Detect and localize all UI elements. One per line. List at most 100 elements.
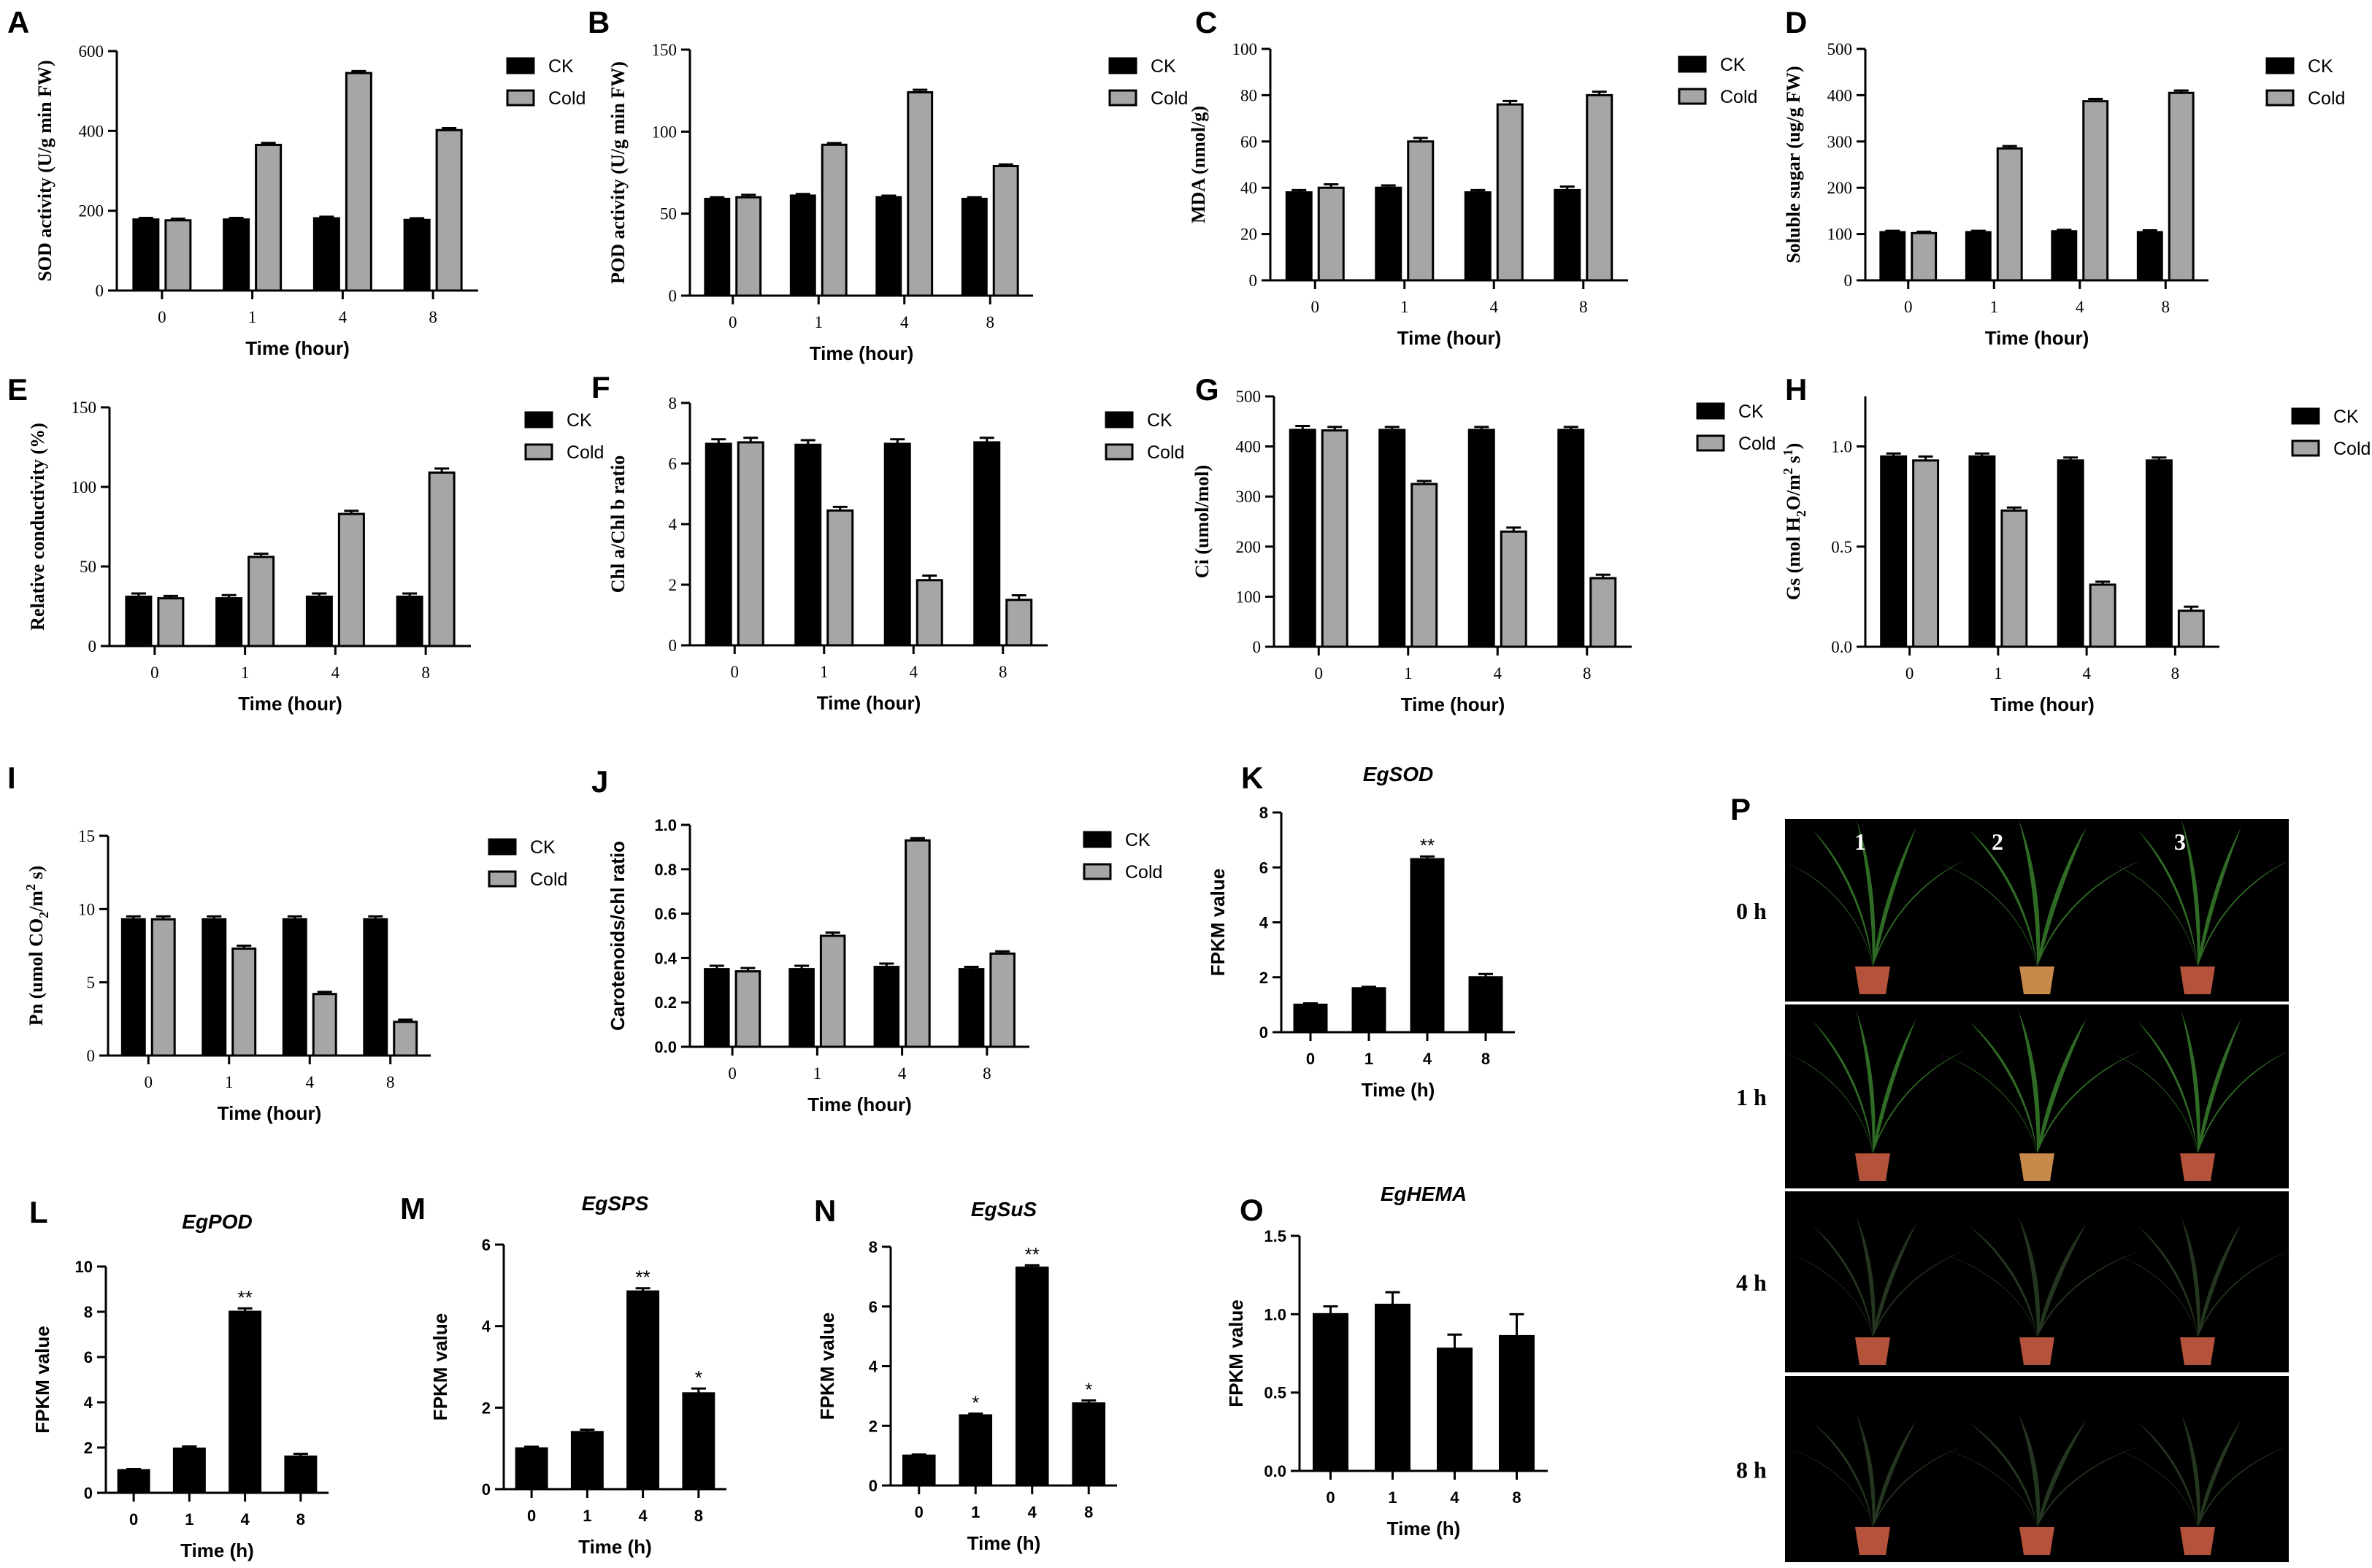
y-tick-label: 0 (1259, 1023, 1268, 1042)
bar-o-value-8 (1499, 1334, 1535, 1472)
time-label: 8 h (1736, 1457, 1767, 1483)
x-tick-label: 4 (2076, 298, 2084, 316)
x-tick-label: 4 (306, 1073, 315, 1091)
bar-b-cold-8 (992, 165, 1019, 297)
x-tick-label: 1 (813, 1064, 822, 1083)
bar-j-ck-4 (873, 966, 900, 1048)
bar-k-value-1 (1351, 987, 1386, 1034)
y-tick-label: 0 (87, 1047, 96, 1065)
y-axis-label: Pn (umol CO2/m2 s) (23, 866, 51, 1026)
legend-label-cold: Cold (1125, 862, 1162, 883)
bar-o-value-0 (1313, 1313, 1348, 1472)
bar-a-cold-0 (164, 219, 192, 292)
pot-icon (1855, 1153, 1890, 1181)
bar-c-cold-0 (1317, 186, 1345, 282)
bar-e-cold-4 (337, 512, 365, 647)
legend: CK Cold (506, 56, 586, 109)
chart-m: M EgSPS 0 2 4 6 0 1 4 ** 8 * Time (h) FPKM value (400, 1191, 726, 1558)
x-tick-label: 8 (386, 1073, 395, 1091)
legend-swatch-cold (488, 870, 517, 888)
bar-i-ck-4 (282, 918, 307, 1057)
y-tick-label: 0 (96, 282, 104, 300)
legend-label-ck: CK (1720, 55, 1746, 75)
bar-j-ck-1 (788, 968, 815, 1048)
x-tick-label: 0 (915, 1503, 924, 1521)
x-tick-label: 4 (1450, 1488, 1459, 1507)
pot-icon (1855, 1337, 1890, 1365)
bar-l-value-4 (229, 1310, 262, 1494)
y-axis-label: POD activity (U/g min FW) (607, 61, 629, 284)
y-tick-label: 4 (84, 1394, 93, 1412)
x-tick-label: 1 (971, 1503, 980, 1521)
y-tick-label: 500 (1827, 40, 1853, 58)
y-axis-label: Chl a/Chl b ratio (607, 456, 629, 593)
panel-letter: F (591, 370, 610, 404)
panel-letter: O (1240, 1193, 1264, 1227)
y-tick-label: 5 (87, 974, 96, 992)
bar-b-ck-1 (789, 194, 816, 297)
y-tick-label: 80 (1240, 86, 1257, 104)
legend-swatch-ck (1108, 57, 1137, 74)
y-tick-label: 0 (482, 1480, 491, 1499)
y-tick-label: 100 (652, 123, 678, 141)
chart-h: H 0.0 0.5 1.0 0 1 4 8 Time (hour) Gs (mol H2O/m2 … (1781, 372, 2371, 715)
x-tick-label: 8 (1583, 664, 1592, 683)
chart-g: G 0 100 200 300 400 500 0 1 4 8 Time (hour) Ci (umol… (1191, 372, 1776, 715)
bar-e-ck-8 (396, 595, 423, 647)
panel-letter: K (1241, 761, 1263, 795)
y-tick-label: 400 (79, 122, 104, 140)
bar-e-cold-8 (428, 471, 456, 647)
chart-c: C 0 20 40 60 80 100 0 1 4 8 Time (hour) MDA (nmol/g)… (1188, 5, 1757, 349)
legend-label-ck: CK (530, 837, 556, 858)
legend-swatch-cold (506, 89, 535, 107)
x-tick-label: 4 (331, 664, 340, 682)
legend-label-cold: Cold (1151, 88, 1188, 109)
bar-i-ck-1 (201, 918, 227, 1057)
y-tick-label: 200 (79, 202, 104, 220)
x-tick-label: 0 (150, 664, 159, 682)
chart-f: F 0 2 4 6 8 0 1 4 8 Time (hour) Chl a/Chl b ratio CK… (591, 370, 1184, 714)
panel-letter: H (1785, 372, 1807, 407)
y-axis-label: Gs (mol H2O/m2 s1) (1781, 443, 1808, 601)
y-tick-label: 8 (84, 1303, 93, 1321)
y-tick-label: 2 (482, 1399, 491, 1417)
bar-d-cold-0 (1911, 231, 1938, 282)
column-number: 3 (2174, 829, 2186, 855)
chart-j: J 0.0 0.2 0.4 0.6 0.8 1.0 0 1 4 8 Time (hour) Carote… (591, 764, 1162, 1115)
x-tick-label: 1 (185, 1510, 193, 1529)
y-tick-label: 600 (79, 42, 104, 61)
x-tick-label: 0 (731, 663, 740, 681)
x-tick-label: 1 (225, 1073, 234, 1091)
legend: CK Cold (488, 837, 567, 890)
y-tick-label: 0 (869, 1477, 878, 1495)
bar-a-cold-8 (435, 128, 463, 292)
chart-l: L EgPOD 0 2 4 6 8 10 0 1 4 ** 8 Time (h) FPKM value (29, 1195, 329, 1561)
panel-letter: N (814, 1194, 836, 1228)
y-tick-label: 100 (1236, 588, 1262, 606)
y-tick-label: 100 (72, 478, 97, 496)
panel-letter: B (588, 5, 610, 39)
x-tick-label: 8 (1512, 1488, 1521, 1507)
chart-title: EgSuS (971, 1198, 1037, 1221)
y-tick-label: 100 (1232, 40, 1258, 58)
x-tick-label: 1 (1388, 1488, 1397, 1507)
y-tick-label: 0.0 (654, 1038, 677, 1056)
y-tick-label: 6 (869, 1298, 878, 1316)
legend: CK Cold (1696, 401, 1776, 454)
x-axis-label: Time (hour) (807, 1094, 912, 1115)
y-tick-label: 0.0 (1264, 1462, 1286, 1480)
y-tick-label: 0 (1249, 272, 1258, 290)
bar-j-ck-0 (704, 968, 730, 1048)
pot-icon (1855, 1527, 1890, 1555)
panel-letter: C (1195, 5, 1217, 39)
bar-d-ck-0 (1879, 231, 1906, 282)
panel-letter: P (1730, 792, 1751, 826)
bar-l-value-1 (172, 1448, 206, 1494)
panel-letter: A (7, 5, 29, 39)
panel-letter: E (7, 372, 28, 407)
y-axis-label: FPKM value (31, 1326, 53, 1433)
bar-e-cold-1 (247, 556, 275, 647)
y-tick-label: 0 (669, 637, 678, 655)
legend-label-ck: CK (1125, 830, 1151, 850)
bar-j-cold-8 (989, 952, 1016, 1048)
